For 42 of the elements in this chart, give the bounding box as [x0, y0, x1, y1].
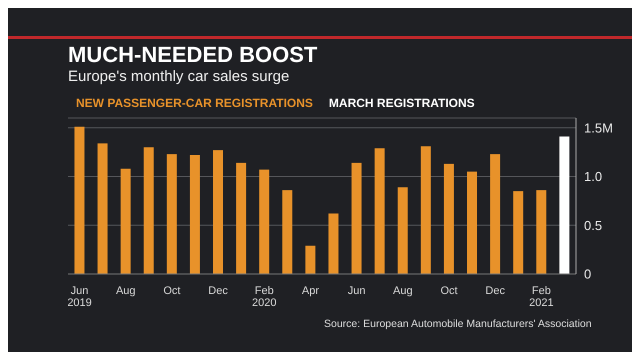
- bar: [144, 147, 154, 274]
- bar: [398, 187, 408, 274]
- bar: [536, 190, 546, 274]
- series-label: NEW PASSENGER-CAR REGISTRATIONS: [76, 96, 313, 110]
- y-tick-label: 0.5: [584, 218, 602, 233]
- x-tick-label: Dec: [485, 285, 506, 297]
- x-tick-label: Oct: [163, 285, 180, 297]
- bar: [236, 162, 246, 274]
- x-tick-label: Feb 2021: [529, 285, 554, 309]
- bar: [282, 190, 292, 274]
- source-note: Source: European Automobile Manufacturers' Association: [324, 318, 592, 330]
- x-tick-label: Jun: [348, 285, 366, 297]
- y-tick-label: 1.5M: [584, 120, 613, 136]
- bar: [559, 136, 570, 274]
- bar: [444, 164, 454, 274]
- chart-subtitle: Europe's monthly car sales surge: [68, 68, 290, 85]
- bar: [420, 146, 431, 274]
- bar: [213, 150, 224, 274]
- bar: [467, 172, 478, 274]
- bar: [166, 154, 177, 274]
- bar: [374, 148, 385, 274]
- bar: [328, 214, 338, 274]
- bar: [259, 170, 270, 274]
- bar: [305, 246, 316, 274]
- bar: [190, 155, 200, 274]
- x-tick-label: Aug: [116, 285, 136, 297]
- x-tick-label: Aug: [393, 285, 413, 297]
- bar: [352, 162, 362, 274]
- text: MARCH REGISTRATIONS: [328, 96, 475, 110]
- bar: [490, 154, 500, 274]
- x-tick-label: Dec: [208, 285, 228, 297]
- bar: [74, 126, 84, 274]
- y-tick-label: 0: [584, 266, 592, 282]
- bar: [120, 168, 131, 274]
- chart-title: MUCH-NEEDED BOOST: [68, 42, 318, 68]
- x-tick-label: Apr: [302, 285, 320, 297]
- x-tick-label: Feb 2020: [252, 285, 277, 309]
- x-tick-label: Oct: [440, 285, 458, 297]
- y-tick-label: 1.0: [584, 169, 602, 184]
- bar: [98, 143, 108, 274]
- x-tick-label: Jun 2019: [67, 285, 92, 309]
- bar: [513, 191, 524, 274]
